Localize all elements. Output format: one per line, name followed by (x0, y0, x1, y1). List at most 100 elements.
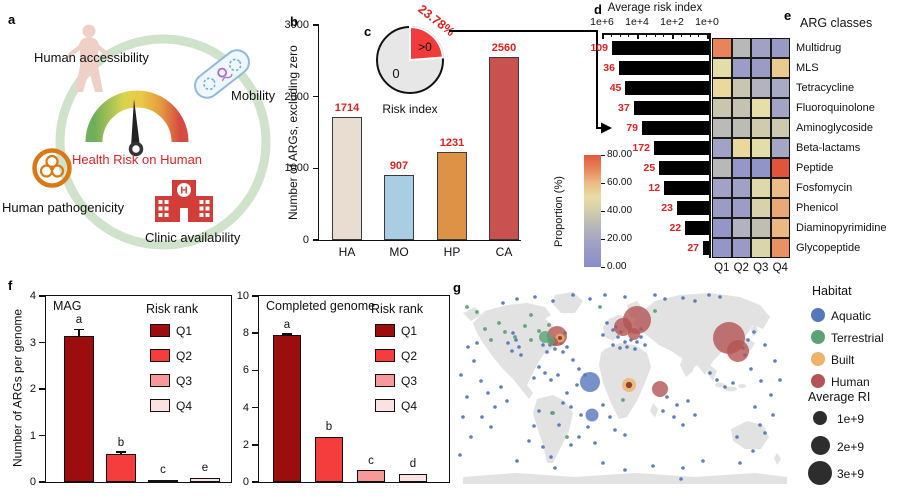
sample-point-aquatic (681, 466, 685, 470)
sample-point-aquatic (753, 405, 757, 409)
pie-slice-gt0 (409, 25, 444, 62)
sample-point-aquatic (665, 395, 669, 399)
sample-point-aquatic (541, 343, 545, 347)
heatmap-col-label: Q2 (733, 262, 749, 274)
sample-point-aquatic (752, 330, 756, 334)
heatmap-cell-Peptide-Q2 (731, 158, 751, 178)
pie-title: Risk index (382, 102, 438, 116)
colorbar-tick-mark (601, 238, 605, 240)
sample-point-human (614, 318, 632, 336)
sample-point-terrestrial (489, 338, 493, 342)
heatmap-row-label: Beta-lactams (796, 142, 861, 154)
human-icon (67, 24, 111, 92)
sample-point-aquatic (515, 297, 519, 301)
sample-point-aquatic (493, 405, 497, 409)
y-tick-mark (39, 388, 46, 390)
x-minor-tick (645, 33, 647, 37)
sample-point-aquatic (551, 299, 555, 303)
y-tick-label: 4 (29, 290, 36, 302)
sample-point-aquatic (465, 395, 469, 399)
sample-point-aquatic (735, 435, 739, 439)
y-tick-label: 8 (242, 327, 249, 340)
panel-d-bar-chart: Average risk index 1e+6 1e+4 1e+2 1e+0 109 36… (560, 0, 720, 275)
sample-point-terrestrial (565, 435, 569, 439)
risk-count-label: 27 (687, 242, 699, 254)
panel-b-bar-chart: Number of ARGs, excluding zero 0 1000 2000… (285, 8, 536, 270)
sample-point-terrestrial (547, 337, 555, 345)
colorbar-tick-label: 60.00 (607, 177, 633, 188)
colorbar-gradient (584, 155, 601, 267)
sample-point-terrestrial (653, 309, 657, 313)
sample-point-aquatic (681, 423, 685, 427)
habitat-label-terrestrial: Terrestrial (831, 331, 884, 345)
sample-point-human (652, 381, 668, 397)
risk-count-label: 109 (590, 42, 608, 54)
sample-point-terrestrial (513, 335, 517, 339)
sample-point-aquatic (593, 441, 597, 445)
heatmap-cell-Fosfomycin-Q3 (751, 178, 771, 198)
heatmap-cell-Fluoroquinolone-Q2 (731, 98, 751, 118)
sample-point-aquatic (499, 385, 503, 389)
world-map (458, 292, 787, 484)
risk-bar-Glycopeptide (703, 241, 709, 255)
bar-CA (489, 56, 519, 240)
sample-point-aquatic (565, 391, 569, 395)
heatmap-cell-Phenicol-Q2 (731, 198, 751, 218)
panel-label-b: b (290, 14, 298, 29)
bar-value-label: 1231 (439, 136, 465, 149)
sample-point-aquatic (778, 378, 782, 382)
sample-point-aquatic (515, 459, 519, 463)
legend-swatch-Q3 (375, 374, 395, 387)
sample-point-aquatic (675, 403, 679, 407)
sample-point-aquatic (718, 295, 722, 299)
heatmap-cell-Multidrug-Q1 (712, 38, 732, 58)
size-circle-2e+9 (810, 436, 830, 455)
colorbar-tick-label: 80.00 (607, 149, 633, 160)
legend-title: Risk rank (371, 302, 424, 316)
heatmap-cell-Glycopeptide-Q4 (770, 238, 790, 258)
heatmap-cell-MLS-Q4 (770, 58, 790, 78)
sample-point-aquatic (601, 461, 605, 465)
colorbar-tick-mark (601, 266, 605, 268)
sample-point-terrestrial (529, 338, 533, 342)
panel-label-a: a (8, 12, 16, 27)
y-tick-label: 0 (242, 476, 249, 488)
bar-value-label: 1714 (334, 102, 360, 115)
bar-Q3 (357, 469, 385, 482)
sample-point-aquatic (489, 425, 493, 429)
sample-point-terrestrial (621, 398, 625, 402)
heatmap-cell-Glycopeptide-Q2 (731, 238, 751, 258)
panel-g-map: Habitat Aquatic Terrestrial Built Human Avera… (450, 278, 900, 499)
sample-point-aquatic (577, 435, 581, 439)
panel-b-plot: 0 1000 2000 3000 1714 HA 907 MO 1231 HP 2560 CA (285, 19, 521, 259)
heatmap-cell-Diaminopyrimidine-Q1 (712, 218, 732, 238)
x-minor-tick (602, 33, 603, 37)
habitat-swatch-human (811, 374, 825, 388)
sample-point-aquatic (771, 413, 775, 417)
error-bar-cap (282, 333, 292, 335)
sample-point-aquatic (549, 378, 553, 382)
risk-count-label: 36 (603, 62, 615, 74)
heatmap-cell-Beta-lactams-Q4 (770, 138, 790, 158)
risk-count-label: 37 (618, 102, 630, 114)
x-minor-tick (689, 33, 691, 37)
y-tick-label: 6 (242, 364, 249, 377)
heatmap-col-label: Q3 (753, 262, 769, 274)
y-axis (709, 33, 711, 258)
significance-letter: c (368, 454, 374, 467)
panel-d-plot: 1e+6 1e+4 1e+2 1e+0 109 36 45 37 79 172 25 12 23 22 27 (560, 0, 720, 275)
sample-point-aquatic (543, 371, 547, 375)
risk-bar-Phenicol (676, 201, 709, 215)
y-tick-mark (39, 434, 46, 437)
colorbar-tick-label: 0.00 (607, 261, 627, 272)
risk-count-label: 22 (669, 222, 682, 234)
sample-point-aquatic (708, 371, 712, 375)
heatmap-cell-Aminoglycoside-Q2 (731, 118, 751, 138)
risk-bar-Multidrug (611, 41, 709, 55)
sample-point-aquatic (527, 439, 531, 443)
bar-HP (437, 151, 467, 240)
sample-point-aquatic (549, 455, 553, 459)
sample-point-aquatic (635, 340, 639, 344)
heatmap-row-label: Phenicol (796, 202, 839, 214)
panel-label-d: d (594, 2, 602, 17)
